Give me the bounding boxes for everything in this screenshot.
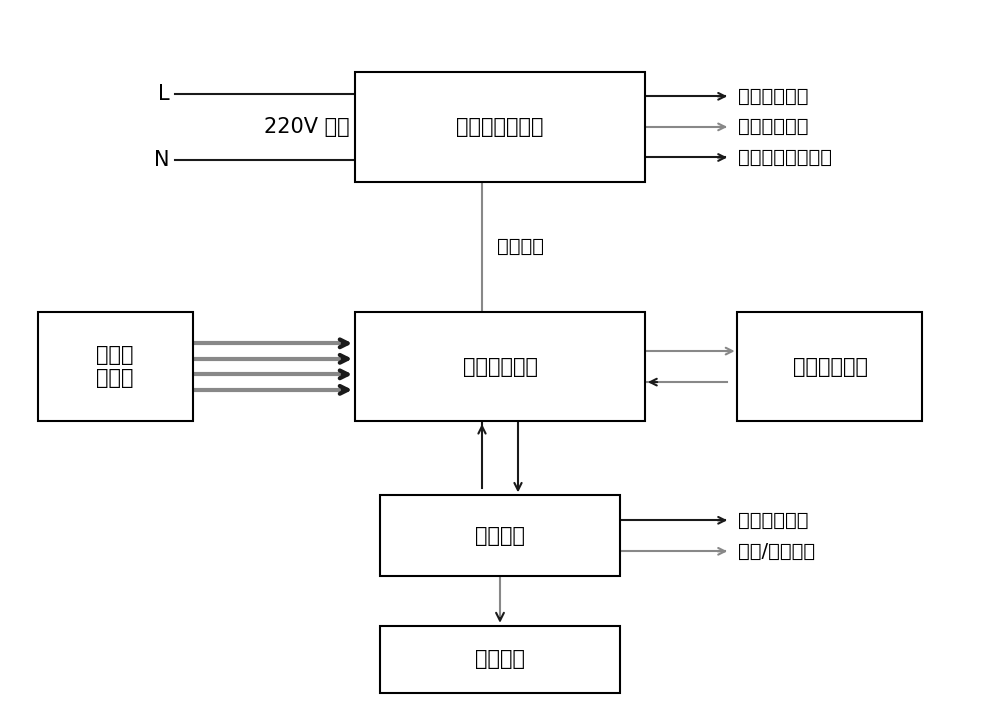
Text: 状态指示: 状态指示 [475, 649, 525, 669]
Text: 控制总线: 控制总线 [497, 238, 544, 256]
Text: L: L [158, 84, 170, 104]
Text: 受控直流输出: 受控直流输出 [738, 118, 808, 136]
Bar [355, 312, 645, 421]
Text: 远程控制界面: 远程控制界面 [792, 357, 868, 376]
Text: 控制界面: 控制界面 [475, 526, 525, 546]
Bar [380, 626, 620, 692]
Bar [380, 495, 620, 577]
Text: N: N [154, 149, 170, 170]
Text: 程序选择开关: 程序选择开关 [738, 511, 808, 529]
Text: 传感器
放大器: 传感器 放大器 [96, 345, 134, 388]
Bar [355, 73, 645, 181]
Bar [38, 312, 192, 421]
Text: 受控交流输出: 受控交流输出 [738, 87, 808, 106]
Text: 中央内控制器: 中央内控制器 [462, 357, 538, 376]
Text: 可控制开关电源: 可控制开关电源 [456, 117, 544, 137]
Text: 受控离子设备端口: 受控离子设备端口 [738, 148, 832, 167]
Text: 220V 输入: 220V 输入 [264, 117, 350, 137]
Text: 复位/运行开关: 复位/运行开关 [738, 542, 815, 560]
Bar [737, 312, 922, 421]
